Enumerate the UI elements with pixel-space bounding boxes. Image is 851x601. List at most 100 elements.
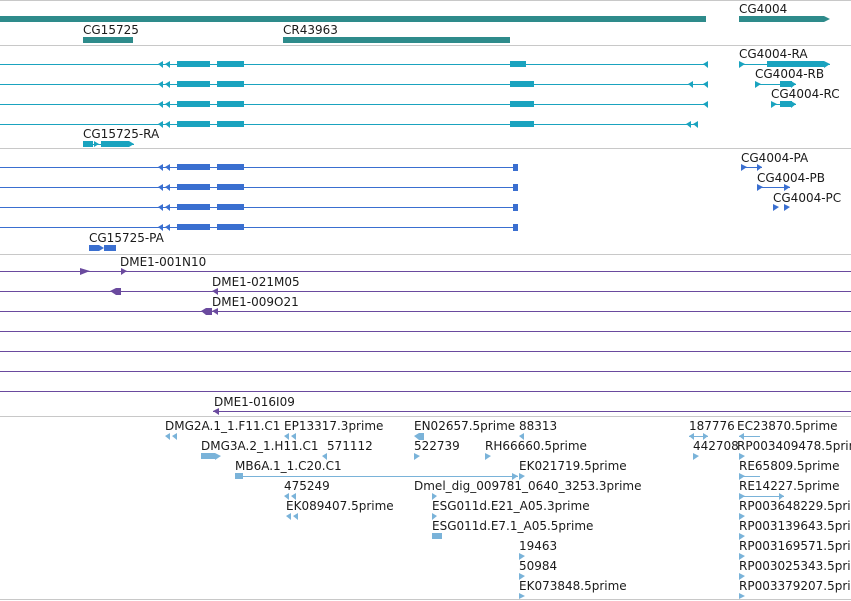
est-label-23[interactable]: RP003139643.5prime bbox=[739, 519, 851, 533]
clone-marker-2[interactable] bbox=[121, 268, 127, 275]
est-glyph-11[interactable] bbox=[693, 453, 699, 460]
clone-label-3[interactable]: DME1-009O21 bbox=[212, 295, 299, 309]
est-glyph-17[interactable] bbox=[432, 493, 437, 500]
est-glyph-8[interactable] bbox=[322, 453, 327, 460]
est-label-13[interactable]: MB6A.1_1.C20.C1 bbox=[235, 459, 342, 473]
est-glyph-9[interactable] bbox=[414, 453, 420, 460]
est-label-21[interactable]: RP003648229.5prime bbox=[739, 499, 851, 513]
clone-label-2[interactable]: DME1-021M05 bbox=[212, 275, 300, 289]
transcript-label-cg15725-ra[interactable]: CG15725-RA bbox=[83, 127, 160, 141]
est-label-25[interactable]: RP003169571.5prime bbox=[739, 539, 851, 553]
clone-marker-5[interactable] bbox=[201, 308, 218, 315]
est-glyph-4[interactable] bbox=[519, 433, 524, 440]
est-glyph-2[interactable] bbox=[284, 433, 296, 440]
est-glyph-23[interactable] bbox=[739, 533, 745, 540]
est-label-27[interactable]: RP003025343.5prime bbox=[739, 559, 851, 573]
est-label-3[interactable]: EN02657.5prime bbox=[414, 419, 516, 433]
est-label-29[interactable]: RP003379207.5prime bbox=[739, 579, 851, 593]
protein-cg4004-pc[interactable] bbox=[773, 204, 790, 211]
gene-label-cr43963[interactable]: CR43963 bbox=[283, 23, 338, 37]
est-label-11[interactable]: 442708 bbox=[693, 439, 739, 453]
est-label-12[interactable]: RP003409478.5prime bbox=[737, 439, 851, 453]
clone-label-4[interactable]: DME1-016I09 bbox=[214, 395, 295, 409]
est-glyph-5[interactable] bbox=[689, 433, 708, 440]
est-label-16[interactable]: 475249 bbox=[284, 479, 330, 493]
transcript-label-rc[interactable]: CG4004-RC bbox=[771, 87, 840, 101]
est-glyph-25[interactable] bbox=[739, 553, 745, 560]
protein-row-3[interactable] bbox=[0, 204, 518, 211]
transcript-cg4004-ra[interactable] bbox=[739, 61, 830, 68]
est-glyph-15[interactable] bbox=[739, 473, 760, 480]
est-glyph-12[interactable] bbox=[739, 453, 745, 460]
est-label-5[interactable]: 187776 bbox=[689, 419, 735, 433]
transcript-label-rb[interactable]: CG4004-RB bbox=[755, 67, 825, 81]
gene-bar-cg4004[interactable] bbox=[739, 16, 830, 22]
est-glyph-28[interactable] bbox=[519, 593, 525, 599]
transcript-row-1[interactable] bbox=[0, 61, 708, 68]
est-glyph-18[interactable] bbox=[739, 493, 784, 500]
est-label-22[interactable]: ESG011d.E7.1_A05.5prime bbox=[432, 519, 594, 533]
est-glyph-22[interactable] bbox=[432, 533, 442, 539]
est-glyph-24[interactable] bbox=[519, 553, 525, 560]
est-glyph-13[interactable] bbox=[235, 473, 518, 480]
clone-marker-1[interactable] bbox=[80, 268, 90, 275]
protein-cg15725-pa[interactable] bbox=[89, 245, 116, 251]
est-label-6[interactable]: EC23870.5prime bbox=[737, 419, 838, 433]
transcript-row-2[interactable] bbox=[0, 81, 708, 88]
est-glyph-16[interactable] bbox=[284, 493, 296, 500]
est-label-24[interactable]: 19463 bbox=[519, 539, 558, 553]
est-glyph-26[interactable] bbox=[519, 573, 525, 580]
est-label-17[interactable]: Dmel_dig_009781_0640_3253.3prime bbox=[414, 479, 642, 493]
est-glyph-19[interactable] bbox=[286, 513, 298, 520]
gene-bar-cr43963[interactable] bbox=[283, 37, 510, 43]
protein-cg4004-pa[interactable] bbox=[741, 164, 762, 171]
protein-row-4[interactable] bbox=[0, 224, 518, 231]
est-label-9[interactable]: 522739 bbox=[414, 439, 460, 453]
protein-label-cg15725-pa[interactable]: CG15725-PA bbox=[89, 231, 164, 245]
est-label-15[interactable]: RE65809.5prime bbox=[739, 459, 840, 473]
protein-label-pb[interactable]: CG4004-PB bbox=[757, 171, 826, 185]
gene-label-cg4004[interactable]: CG4004 bbox=[739, 2, 788, 16]
est-label-19[interactable]: EK089407.5prime bbox=[286, 499, 394, 513]
est-label-28[interactable]: EK073848.5prime bbox=[519, 579, 627, 593]
est-label-4[interactable]: 88313 bbox=[519, 419, 558, 433]
est-glyph-1[interactable] bbox=[165, 433, 177, 440]
est-label-18[interactable]: RE14227.5prime bbox=[739, 479, 840, 493]
est-label-8[interactable]: 571112 bbox=[327, 439, 373, 453]
est-glyph-21[interactable] bbox=[739, 513, 745, 520]
est-label-26[interactable]: 50984 bbox=[519, 559, 558, 573]
est-label-20[interactable]: ESG011d.E21_A05.3prime bbox=[432, 499, 590, 513]
est-glyph-6[interactable] bbox=[739, 433, 760, 440]
transcript-cg4004-rb[interactable] bbox=[755, 81, 796, 88]
protein-label-pa[interactable]: CG4004-PA bbox=[741, 151, 809, 165]
clone-label-1[interactable]: DME1-001N10 bbox=[120, 255, 207, 269]
protein-row-2[interactable] bbox=[0, 184, 518, 191]
transcript-row-3[interactable] bbox=[0, 101, 708, 108]
transcript-label-ra[interactable]: CG4004-RA bbox=[739, 47, 808, 61]
est-label-10[interactable]: RH66660.5prime bbox=[485, 439, 587, 453]
est-glyph-3[interactable] bbox=[414, 433, 424, 440]
clone-marker-3[interactable] bbox=[110, 288, 121, 295]
est-glyph-29[interactable] bbox=[739, 593, 745, 599]
gene-bar-long[interactable] bbox=[0, 16, 706, 22]
est-glyph-7[interactable] bbox=[201, 453, 221, 460]
est-glyph-10[interactable] bbox=[485, 453, 491, 460]
gene-bar-cg15725[interactable] bbox=[83, 37, 133, 43]
clone-marker-4[interactable] bbox=[212, 288, 218, 295]
protein-cg4004-pb[interactable] bbox=[757, 184, 790, 191]
protein-label-pc[interactable]: CG4004-PC bbox=[773, 191, 842, 205]
est-glyph-14[interactable] bbox=[519, 473, 525, 480]
est-label-1[interactable]: DMG2A.1_1.F11.C1 bbox=[165, 419, 281, 433]
est-glyph-20[interactable] bbox=[432, 513, 437, 520]
est-track bbox=[165, 433, 784, 599]
transcript-cg4004-rc[interactable] bbox=[771, 101, 796, 108]
gene-label-cg15725[interactable]: CG15725 bbox=[83, 23, 139, 37]
est-label-14[interactable]: EK021719.5prime bbox=[519, 459, 627, 473]
transcript-cg15725-ra[interactable] bbox=[83, 141, 134, 147]
est-label-7[interactable]: DMG3A.2_1.H11.C1 bbox=[201, 439, 319, 453]
protein-row-1[interactable] bbox=[0, 164, 518, 171]
transcript-row-4[interactable] bbox=[0, 121, 698, 128]
est-glyph-27[interactable] bbox=[739, 573, 745, 580]
est-label-2[interactable]: EP13317.3prime bbox=[284, 419, 384, 433]
clone-marker-6[interactable] bbox=[213, 408, 219, 415]
